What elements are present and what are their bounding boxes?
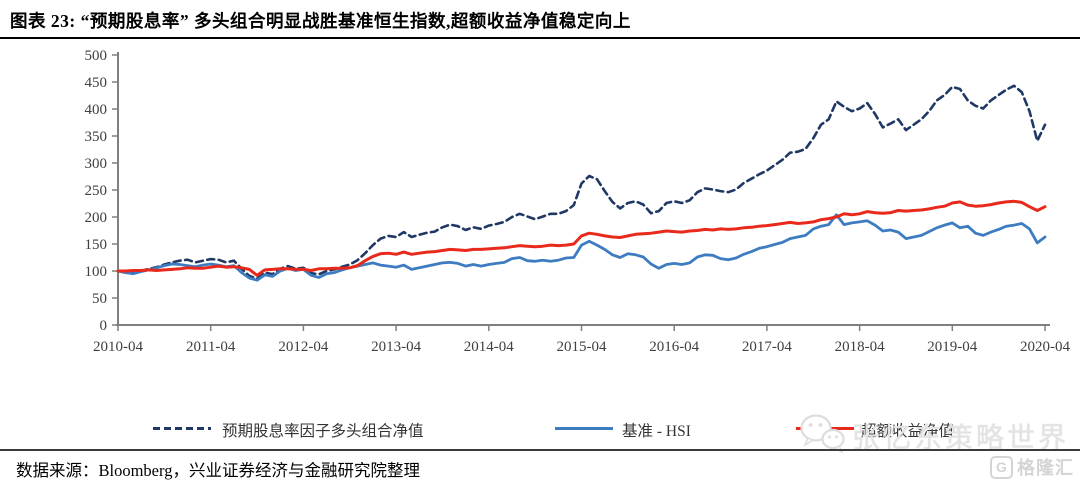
svg-text:2020-04: 2020-04 [1020, 339, 1070, 355]
svg-text:400: 400 [85, 102, 108, 118]
legend-label-factor-portfolio: 预期股息率因子多头组合净值 [222, 423, 424, 440]
data-source-note: 数据来源：Bloomberg，兴业证券经济与金融研究院整理 [16, 461, 420, 480]
svg-text:450: 450 [85, 75, 108, 91]
gelonghui-g-icon: G [990, 455, 1013, 479]
svg-text:200: 200 [85, 210, 108, 226]
wechat-watermark: 张忆东策略世界 [798, 412, 1069, 459]
svg-text:2011-04: 2011-04 [186, 339, 236, 355]
gelonghui-logo: G 格隆汇 [990, 454, 1074, 480]
svg-text:350: 350 [85, 129, 108, 145]
svg-text:300: 300 [85, 156, 108, 172]
svg-text:2012-04: 2012-04 [278, 339, 328, 355]
svg-text:150: 150 [85, 237, 108, 253]
line-chart: 0 50 100 150 200 250 300 350 400 450 500 2010-04 201… [85, 48, 1071, 355]
svg-text:2015-04: 2015-04 [557, 339, 607, 355]
svg-text:2013-04: 2013-04 [371, 339, 421, 355]
svg-text:250: 250 [85, 183, 108, 199]
chart-legend: 预期股息率因子多头组合净值 基准 - HSI 超额收益净值 [0, 414, 1080, 446]
title-divider [0, 37, 1080, 39]
svg-text:2018-04: 2018-04 [835, 339, 885, 355]
footer-divider [0, 449, 1080, 451]
svg-text:2014-04: 2014-04 [464, 339, 514, 355]
svg-text:2019-04: 2019-04 [927, 339, 977, 355]
legend-label-excess-return: 超额收益净值 [861, 423, 955, 440]
legend-blue-line-sample [555, 427, 613, 430]
watermark-text: 张忆东策略世界 [852, 421, 1070, 453]
svg-text:2010-04: 2010-04 [93, 339, 143, 355]
wechat-icon [798, 412, 846, 459]
svg-text:500: 500 [85, 48, 108, 64]
svg-text:0: 0 [100, 318, 108, 334]
legend-dashed-line-sample [153, 427, 211, 430]
svg-text:50: 50 [92, 291, 107, 307]
legend-label-hsi-benchmark: 基准 - HSI [622, 423, 691, 440]
svg-text:100: 100 [85, 264, 108, 280]
svg-text:2017-04: 2017-04 [742, 339, 792, 355]
page-title: 图表 23: “预期股息率” 多头组合明显战胜基准恒生指数,超额收益净值稳定向上 [10, 11, 631, 31]
gelonghui-logo-text: 格隆汇 [1017, 458, 1074, 478]
svg-text:2016-04: 2016-04 [649, 339, 699, 355]
